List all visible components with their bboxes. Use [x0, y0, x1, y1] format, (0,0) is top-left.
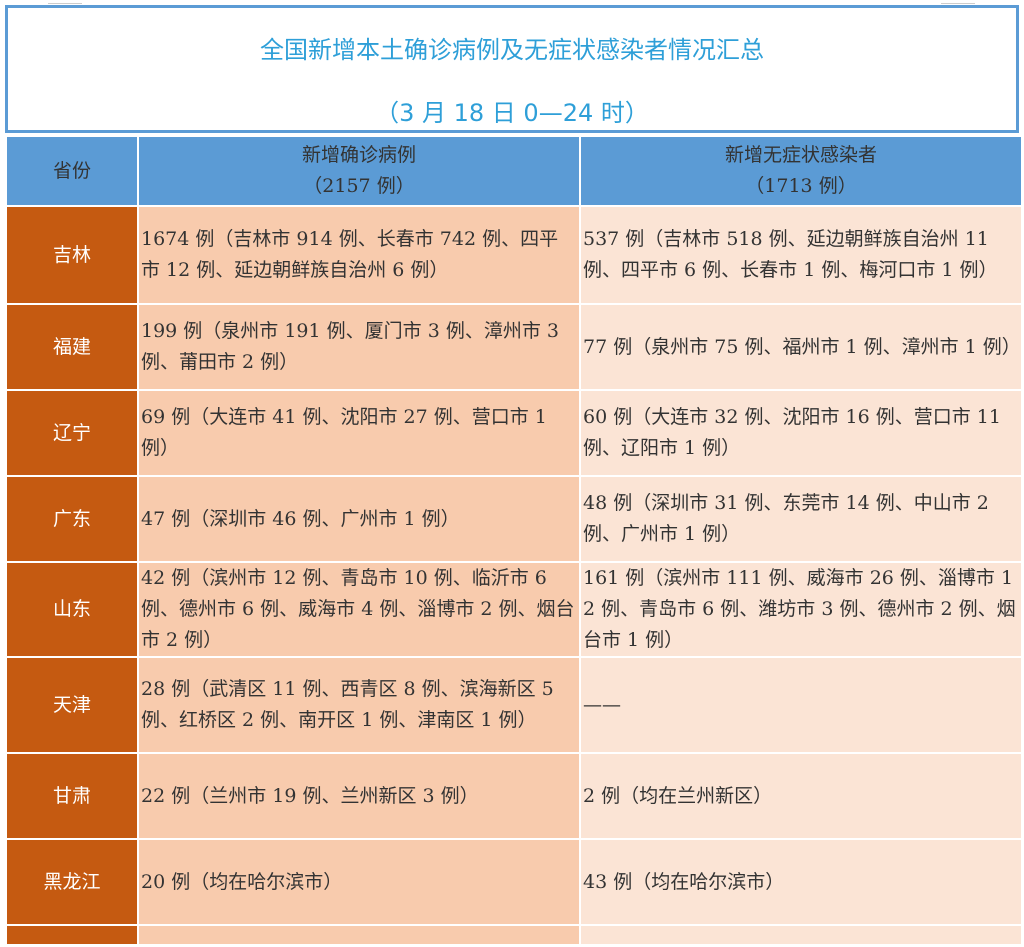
table-row: 甘肃 22 例（兰州市 19 例、兰州新区 3 例） 2 例（均在兰州新区） [5, 752, 1023, 840]
header-confirmed-total: （2157 例） [303, 175, 415, 197]
province-cell: 吉林 [5, 205, 139, 305]
table-row: 吉林 1674 例（吉林市 914 例、长春市 742 例、四平市 12 例、延边… [5, 205, 1023, 305]
table-header-row: 省份 新增确诊病例 （2157 例） 新增无症状感染者 （1713 例） [5, 135, 1023, 207]
asymptomatic-cell: 60 例（大连市 32 例、沈阳市 16 例、营口市 11 例、辽阳市 1 例） [579, 389, 1023, 477]
table-row: 辽宁 69 例（大连市 41 例、沈阳市 27 例、营口市 1 例） 60 例（大连… [5, 389, 1023, 477]
confirmed-cell: 69 例（大连市 41 例、沈阳市 27 例、营口市 1 例） [137, 389, 581, 477]
asymptomatic-cell [579, 924, 1023, 946]
asymptomatic-cell: 161 例（滨州市 111 例、威海市 26 例、淄博市 12 例、青岛市 6 … [579, 561, 1023, 658]
province-cell: 辽宁 [5, 389, 139, 477]
confirmed-cell [137, 924, 581, 946]
confirmed-cell: 47 例（深圳市 46 例、广州市 1 例） [137, 475, 581, 563]
province-cell [5, 924, 139, 946]
summary-table: 省份 新增确诊病例 （2157 例） 新增无症状感染者 （1713 例） 吉林 167… [5, 135, 1023, 946]
confirmed-cell: 42 例（滨州市 12 例、青岛市 10 例、临沂市 6 例、德州市 6 例、威… [137, 561, 581, 658]
province-cell: 山东 [5, 561, 139, 658]
header-confirmed-label: 新增确诊病例 [301, 144, 416, 166]
province-cell: 甘肃 [5, 752, 139, 840]
page-subtitle: （3 月 18 日 0—24 时） [375, 99, 649, 127]
page-title: 全国新增本土确诊病例及无症状感染者情况汇总 [260, 36, 764, 64]
header-confirmed: 新增确诊病例 （2157 例） [137, 135, 581, 207]
confirmed-cell: 199 例（泉州市 191 例、厦门市 3 例、漳州市 3 例、莆田市 2 例） [137, 303, 581, 391]
confirmed-cell: 28 例（武清区 11 例、西青区 8 例、滨海新区 5 例、红桥区 2 例、南… [137, 656, 581, 754]
table-row: 天津 28 例（武清区 11 例、西青区 8 例、滨海新区 5 例、红桥区 2 例… [5, 656, 1023, 754]
title-box: 全国新增本土确诊病例及无症状感染者情况汇总 （3 月 18 日 0—24 时） [5, 5, 1019, 133]
asymptomatic-cell: 48 例（深圳市 31 例、东莞市 14 例、中山市 2 例、广州市 1 例） [579, 475, 1023, 563]
header-asymptomatic: 新增无症状感染者 （1713 例） [579, 135, 1023, 207]
asymptomatic-cell: 77 例（泉州市 75 例、福州市 1 例、漳州市 1 例） [579, 303, 1023, 391]
asymptomatic-cell: 537 例（吉林市 518 例、延边朝鲜族自治州 11 例、四平市 6 例、长春… [579, 205, 1023, 305]
table-row: 广东 47 例（深圳市 46 例、广州市 1 例） 48 例（深圳市 31 例、东莞… [5, 475, 1023, 563]
header-asymptomatic-total: （1713 例） [745, 175, 857, 197]
confirmed-cell: 22 例（兰州市 19 例、兰州新区 3 例） [137, 752, 581, 840]
table-row [5, 924, 1023, 946]
header-province: 省份 [5, 135, 139, 207]
province-cell: 福建 [5, 303, 139, 391]
table-row: 山东 42 例（滨州市 12 例、青岛市 10 例、临沂市 6 例、德州市 6 例… [5, 561, 1023, 658]
asymptomatic-cell: —— [579, 656, 1023, 754]
asymptomatic-cell: 43 例（均在哈尔滨市） [579, 838, 1023, 926]
page-corner-mark [941, 0, 975, 4]
asymptomatic-cell: 2 例（均在兰州新区） [579, 752, 1023, 840]
table-row: 黑龙江 20 例（均在哈尔滨市） 43 例（均在哈尔滨市） [5, 838, 1023, 926]
province-cell: 广东 [5, 475, 139, 563]
header-asymptomatic-label: 新增无症状感染者 [724, 144, 877, 166]
province-cell: 天津 [5, 656, 139, 754]
page-corner-mark [48, 0, 82, 4]
table-row: 福建 199 例（泉州市 191 例、厦门市 3 例、漳州市 3 例、莆田市 2 … [5, 303, 1023, 391]
confirmed-cell: 1674 例（吉林市 914 例、长春市 742 例、四平市 12 例、延边朝鲜… [137, 205, 581, 305]
province-cell: 黑龙江 [5, 838, 139, 926]
confirmed-cell: 20 例（均在哈尔滨市） [137, 838, 581, 926]
